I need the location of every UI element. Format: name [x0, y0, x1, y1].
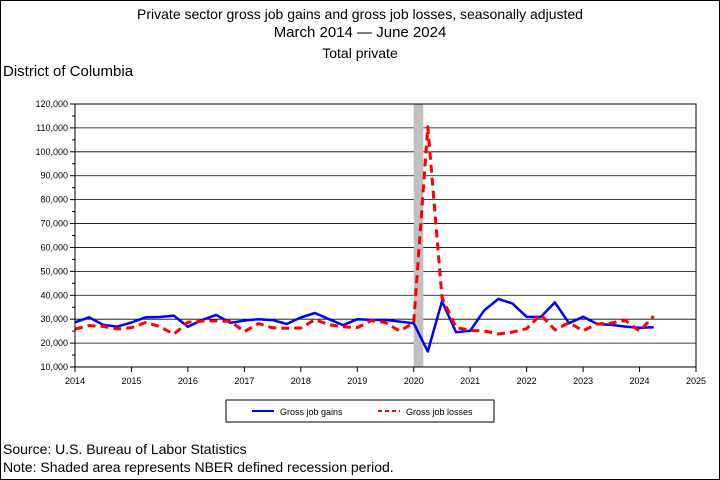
series-line-gross-job-losses: [74, 125, 655, 336]
y-tick-label: 110,000: [36, 123, 68, 133]
y-tick-label: 90,000: [40, 171, 68, 181]
recession-layer: [413, 104, 424, 367]
y-tick-label: 80,000: [40, 195, 68, 205]
x-tick-label: 2018: [291, 376, 311, 386]
grid-layer: [75, 103, 696, 344]
y-tick-label: 120,000: [35, 99, 68, 109]
y-tick-label: 50,000: [40, 266, 68, 276]
y-tick-label: 10,000: [40, 362, 68, 372]
y-tick-label: 60,000: [40, 242, 68, 252]
x-tick-label: 2023: [573, 376, 593, 386]
legend-label: Gross job gains: [280, 407, 343, 417]
x-tick-label: 2016: [178, 376, 198, 386]
plot-border: [74, 103, 697, 368]
x-tick-label: 2017: [234, 376, 254, 386]
series-layer: [74, 125, 655, 353]
x-tick-label: 2015: [121, 376, 141, 386]
y-tick-label: 30,000: [40, 314, 68, 324]
chart-title-line2: March 2014 — June 2024: [273, 24, 447, 41]
axis-layer: 10,000 20,000 30,000 40,000 50,000 60,000 70,0…: [35, 99, 706, 386]
recession-shading: [413, 104, 424, 367]
x-tick-label: 2025: [686, 376, 706, 386]
source-text: Source: U.S. Bureau of Labor Statistics: [3, 441, 247, 457]
x-tick-label: 2019: [347, 376, 367, 386]
y-tick-label: 40,000: [40, 290, 68, 300]
x-tick-label: 2022: [517, 376, 537, 386]
chart-title-line3: Total private: [322, 45, 398, 61]
note-text: Note: Shaded area represents NBER define…: [3, 459, 394, 475]
x-tick-label: 2020: [404, 376, 424, 386]
legend-box: [225, 399, 495, 423]
y-tick-label: 20,000: [40, 338, 68, 348]
y-tick-label: 70,000: [40, 219, 68, 229]
legend-layer: Gross job gains Gross job losses: [225, 399, 495, 423]
y-tick-label: 100,000: [35, 147, 68, 157]
x-tick-label: 2024: [630, 376, 650, 386]
chart-title-line1: Private sector gross job gains and gross…: [137, 6, 583, 22]
series-line-gross-job-gains: [74, 297, 654, 353]
legend-label: Gross job losses: [406, 407, 473, 417]
x-tick-label: 2014: [65, 376, 85, 386]
x-tick-label: 2021: [460, 376, 480, 386]
region-label: District of Columbia: [3, 63, 134, 80]
